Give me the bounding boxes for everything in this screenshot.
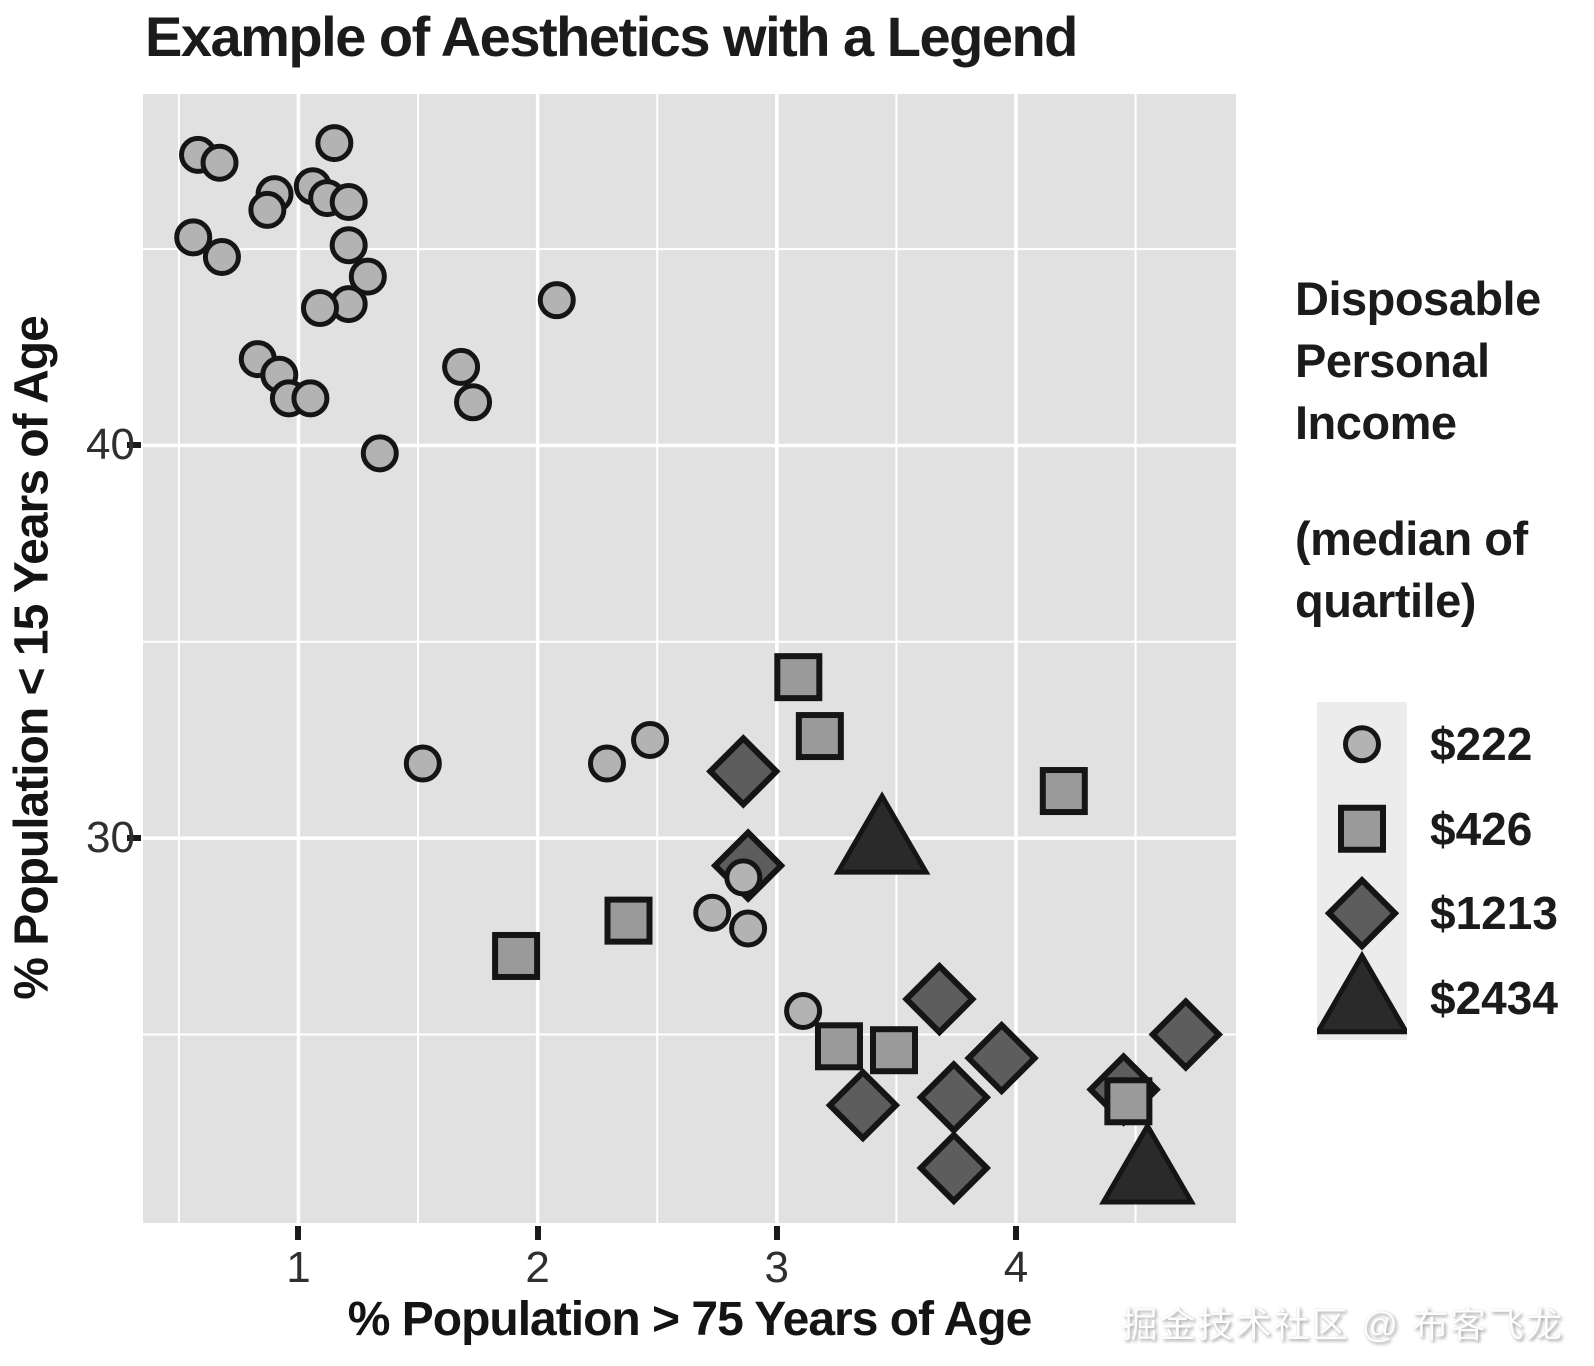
- x-tick-mark: [1012, 1226, 1019, 1240]
- point-circle: [200, 143, 239, 182]
- point-circle: [403, 744, 442, 783]
- point-triangle: [833, 791, 931, 875]
- series-222: [174, 124, 823, 1030]
- point-circle: [631, 720, 670, 759]
- y-axis-title: % Population < 15 Years of Age: [5, 316, 59, 1000]
- point-diamond: [1148, 997, 1224, 1072]
- x-tick-mark: [534, 1226, 541, 1240]
- point-square: [869, 1026, 918, 1075]
- point-circle: [248, 190, 287, 229]
- point-square: [1039, 767, 1088, 816]
- point-square: [1104, 1077, 1153, 1126]
- point-circle: [537, 281, 576, 320]
- watermark: 掘金技术社区 @ 布客飞龙: [1121, 1304, 1564, 1345]
- point-diamond: [902, 961, 977, 1037]
- x-tick-label: 2: [525, 1243, 550, 1292]
- y-tick-label: 40: [86, 420, 135, 470]
- point-circle: [329, 182, 368, 221]
- series-426: [492, 653, 1153, 1126]
- point-diamond: [706, 734, 781, 809]
- point-diamond: [916, 1130, 992, 1206]
- point-square: [1338, 804, 1386, 853]
- point-circle: [442, 347, 481, 386]
- legend-key-strip: [1313, 702, 1411, 1040]
- point-circle: [1343, 725, 1381, 764]
- point-circle: [348, 257, 387, 296]
- point-square: [774, 653, 823, 702]
- plot-panel: [143, 94, 1236, 1223]
- legend-title: Disposable Personal Income: [1295, 272, 1541, 449]
- y-tick-label: 30: [86, 813, 135, 863]
- point-square: [604, 896, 653, 945]
- point-square: [795, 712, 844, 761]
- x-tick-label: 3: [764, 1243, 790, 1292]
- point-circle: [300, 289, 339, 328]
- x-tick-label: 4: [1003, 1243, 1029, 1292]
- point-diamond: [916, 1060, 992, 1135]
- point-square: [814, 1022, 863, 1071]
- legend-symbols: [1313, 725, 1411, 1035]
- point-circle: [587, 744, 626, 783]
- point-circle: [784, 991, 823, 1030]
- point-diamond: [1324, 876, 1400, 951]
- point-diamond: [964, 1020, 1039, 1096]
- series-2434: [833, 791, 1196, 1205]
- scatter-plot: [143, 94, 1236, 1223]
- y-tick-mark: [127, 442, 141, 449]
- x-tick-mark: [773, 1226, 780, 1240]
- point-circle: [693, 893, 732, 932]
- x-tick-mark: [295, 1226, 302, 1240]
- point-circle: [291, 379, 330, 418]
- point-circle: [454, 383, 493, 422]
- point-circle: [202, 237, 241, 276]
- point-circle: [729, 909, 768, 948]
- legend-label-diamond: $1213: [1430, 887, 1558, 939]
- y-tick-mark: [127, 835, 141, 842]
- series-1213: [706, 734, 1224, 1206]
- point-triangle: [1099, 1121, 1196, 1205]
- chart-title: Example of Aesthetics with a Legend: [145, 5, 1078, 68]
- x-axis-title: % Population > 75 Years of Age: [347, 1293, 1033, 1346]
- gridlines: [143, 94, 1236, 1223]
- legend-label-square: $426: [1430, 802, 1533, 855]
- legend-label-circle: $222: [1430, 718, 1533, 770]
- point-circle: [329, 226, 368, 265]
- point-circle: [360, 434, 399, 473]
- point-diamond: [825, 1067, 901, 1143]
- point-circle: [724, 858, 763, 897]
- point-circle: [315, 124, 354, 163]
- point-circle: [174, 218, 213, 257]
- point-triangle: [1313, 950, 1411, 1035]
- legend-label-triangle: $2434: [1430, 971, 1558, 1024]
- point-square: [492, 931, 541, 980]
- legend-subtitle: (median of quartile): [1295, 512, 1528, 627]
- x-tick-label: 1: [286, 1243, 311, 1292]
